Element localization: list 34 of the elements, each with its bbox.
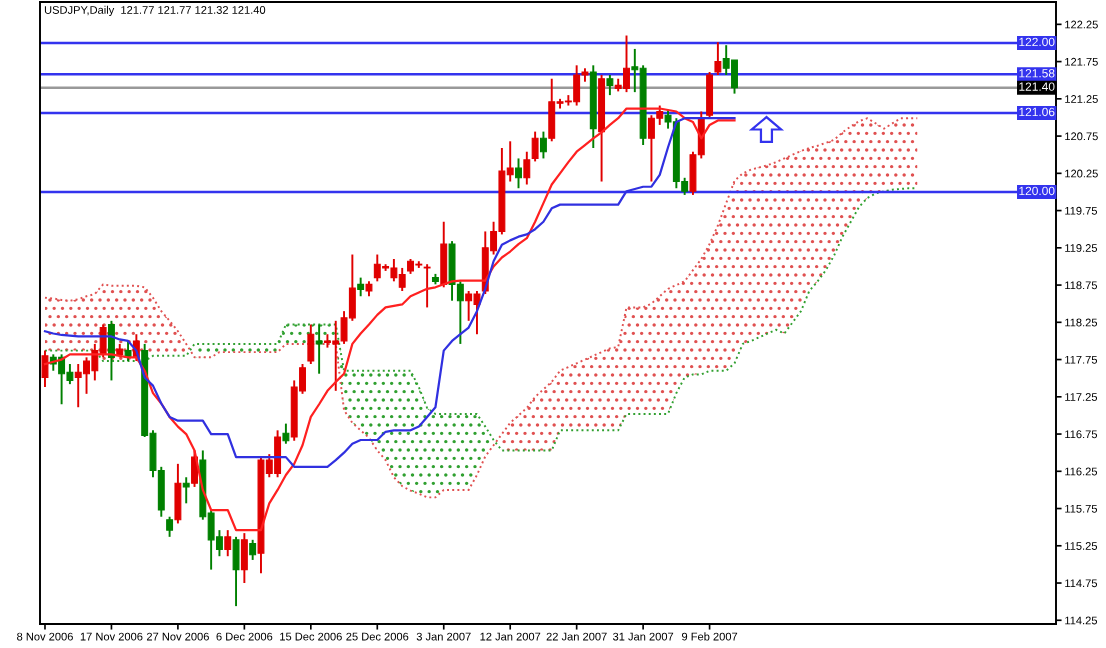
candlestick bbox=[174, 462, 182, 525]
candlestick bbox=[224, 529, 232, 558]
candlestick bbox=[623, 34, 630, 94]
candlestick bbox=[515, 157, 522, 190]
candlestick bbox=[274, 429, 282, 479]
candlestick bbox=[240, 532, 248, 584]
candlestick bbox=[606, 74, 614, 97]
candlestick bbox=[249, 538, 257, 561]
candlestick bbox=[41, 349, 49, 389]
candlestick bbox=[523, 150, 531, 186]
candlestick bbox=[232, 535, 240, 608]
candlestick bbox=[74, 363, 82, 409]
candlestick bbox=[473, 290, 481, 336]
candlestick bbox=[357, 276, 365, 298]
candlestick bbox=[573, 64, 581, 107]
line-series bbox=[44, 187, 919, 452]
candlestick bbox=[83, 356, 90, 395]
candlestick bbox=[315, 323, 323, 375]
candlestick bbox=[539, 130, 547, 160]
candlestick bbox=[166, 515, 174, 538]
candlestick bbox=[440, 220, 448, 289]
candlestick bbox=[390, 258, 398, 283]
candlestick bbox=[731, 59, 738, 95]
candlestick bbox=[307, 323, 315, 365]
candlestick bbox=[398, 266, 406, 292]
candlestick bbox=[182, 476, 190, 505]
candlestick bbox=[465, 290, 473, 322]
candlestick bbox=[332, 319, 340, 392]
candlestick bbox=[282, 422, 290, 445]
candlestick bbox=[423, 263, 431, 309]
candlestick bbox=[373, 253, 381, 283]
candlestick bbox=[548, 77, 556, 143]
candlestick bbox=[531, 130, 539, 163]
candlestick bbox=[647, 114, 655, 183]
